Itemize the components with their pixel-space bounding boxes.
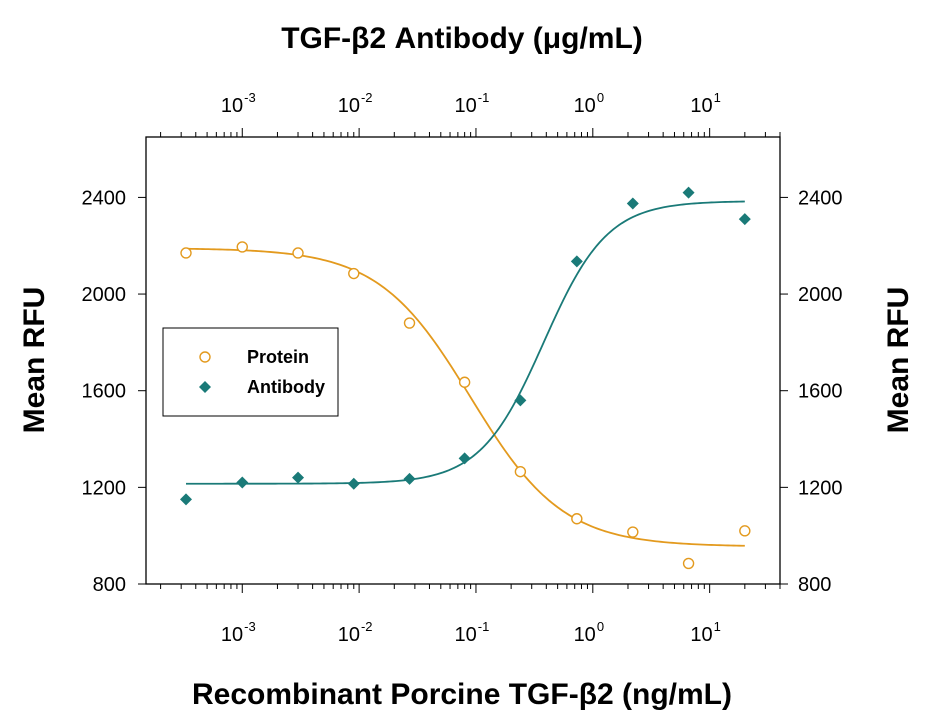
legend-antibody-marker xyxy=(199,381,211,393)
protein-point xyxy=(627,526,639,538)
x-tick-exponent: -3 xyxy=(244,619,256,634)
protein-point xyxy=(739,525,751,537)
antibody-point xyxy=(570,255,583,268)
x-tick-label-bottom: 10-1 xyxy=(455,619,490,646)
antibody-point xyxy=(458,452,471,465)
antibody-point xyxy=(180,493,193,506)
y-tick-label-left: 2400 xyxy=(82,187,127,209)
protein-point xyxy=(682,557,695,570)
left-y-axis-title: Mean RFU xyxy=(18,287,51,434)
y-axis-ticks: 800 800 1200 1200 1600 1600 2000 2000 2400 2400 xyxy=(82,187,843,596)
y-tick-label-left: 2000 xyxy=(82,284,127,306)
protein-point xyxy=(180,247,192,259)
x-tick-exponent: 0 xyxy=(597,619,604,634)
right-y-axis-title: Mean RFU xyxy=(882,287,915,434)
x-tick-label-top: 10-1 xyxy=(455,90,490,117)
plot-frame xyxy=(145,136,781,585)
top-x-axis-title: TGF-β2 Antibody (μg/mL) xyxy=(281,22,643,55)
x-tick-exponent: 1 xyxy=(714,90,721,105)
x-tick-exponent: -1 xyxy=(478,619,490,634)
x-tick-label-bottom: 10-3 xyxy=(221,619,256,646)
data-points xyxy=(180,186,751,570)
x-tick-exponent: -3 xyxy=(244,90,256,105)
x-tick-exponent: -1 xyxy=(478,90,490,105)
y-tick-label-right: 2000 xyxy=(798,284,843,306)
antibody-point xyxy=(738,213,751,226)
y-tick-label-left: 800 xyxy=(93,574,126,596)
antibody-point xyxy=(403,472,416,485)
antibody-point xyxy=(292,471,305,484)
y-tick-label-right: 800 xyxy=(798,574,831,596)
x-tick-label-bottom: 10-2 xyxy=(338,619,373,646)
legend-protein-label: Protein xyxy=(247,347,309,367)
x-tick-label-bottom: 100 xyxy=(574,619,604,646)
antibody-point xyxy=(347,477,360,490)
x-tick-label-top: 10-2 xyxy=(338,90,373,117)
protein-point xyxy=(292,247,304,259)
x-tick-label-top: 101 xyxy=(690,90,720,117)
legend: Protein Antibody xyxy=(162,327,339,417)
x-tick-label-top: 100 xyxy=(574,90,604,117)
legend-antibody-label: Antibody xyxy=(247,377,325,397)
y-tick-label-left: 1600 xyxy=(82,381,127,403)
x-tick-exponent: 0 xyxy=(597,90,604,105)
bottom-x-axis-title: Recombinant Porcine TGF-β2 (ng/mL) xyxy=(192,678,732,711)
y-tick-label-left: 1200 xyxy=(82,477,127,499)
protein-point xyxy=(236,241,248,253)
x-tick-label-top: 10-3 xyxy=(221,90,256,117)
x-tick-exponent: -2 xyxy=(361,619,373,634)
antibody-point xyxy=(626,197,639,210)
antibody-point xyxy=(514,394,527,407)
y-tick-label-right: 1600 xyxy=(798,381,843,403)
protein-point xyxy=(571,513,583,525)
protein-point xyxy=(403,317,416,329)
x-tick-label-bottom: 101 xyxy=(690,619,720,646)
antibody-point xyxy=(236,476,249,489)
y-tick-label-right: 1200 xyxy=(798,477,843,499)
legend-box xyxy=(162,327,339,417)
legend-protein-marker xyxy=(199,351,211,363)
y-tick-label-right: 2400 xyxy=(798,187,843,209)
protein-point xyxy=(458,376,471,388)
protein-fit-curve xyxy=(185,247,745,547)
x-tick-exponent: -2 xyxy=(361,90,373,105)
protein-point xyxy=(514,465,527,478)
protein-point xyxy=(348,267,360,280)
antibody-point xyxy=(682,186,695,199)
x-tick-exponent: 1 xyxy=(714,619,721,634)
